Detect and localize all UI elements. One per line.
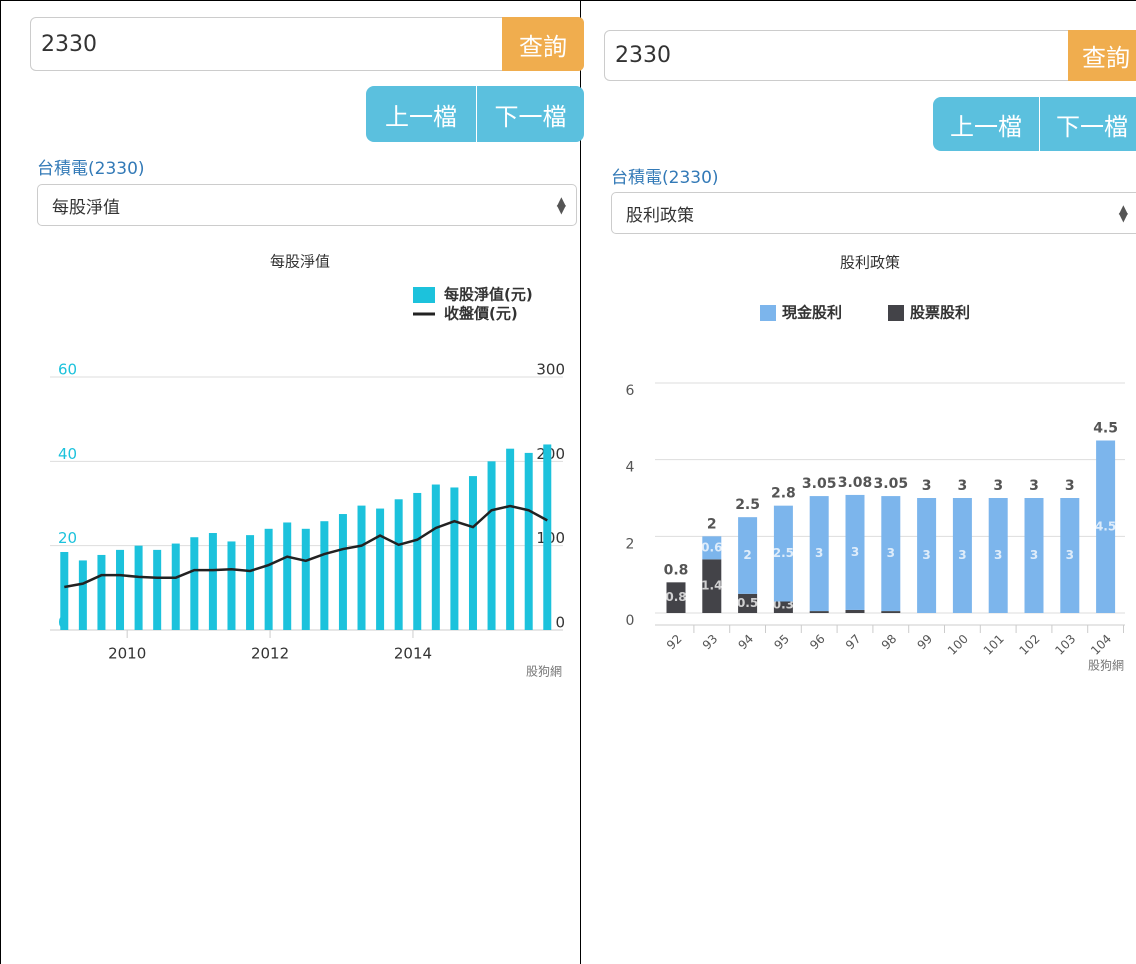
search-button[interactable]: 查詢 bbox=[1068, 30, 1136, 81]
search-input[interactable]: 2330 bbox=[604, 30, 1136, 81]
caret: ▲ ▼ bbox=[1118, 202, 1128, 224]
select-text: 股利政策 bbox=[626, 205, 694, 226]
search-button[interactable]: 查詢 bbox=[502, 17, 584, 71]
divider bbox=[580, 0, 581, 964]
next-button[interactable]: 下一檔 bbox=[1040, 97, 1136, 151]
prev-button[interactable]: 上一檔 bbox=[933, 97, 1039, 151]
prev-button[interactable]: 上一檔 bbox=[366, 86, 476, 142]
select-text: 每股淨值 bbox=[52, 197, 120, 218]
caret: ▲ ▼ bbox=[556, 194, 566, 216]
next-button[interactable]: 下一檔 bbox=[477, 86, 584, 142]
metric-select[interactable]: 每股淨值 ▲ ▼ bbox=[37, 184, 577, 226]
metric-select[interactable]: 股利政策 ▲ ▼ bbox=[611, 192, 1136, 234]
stock-name: 台積電(2330) bbox=[611, 168, 719, 188]
stock-name: 台積電(2330) bbox=[37, 159, 145, 179]
search-input[interactable]: 2330 bbox=[30, 17, 584, 71]
